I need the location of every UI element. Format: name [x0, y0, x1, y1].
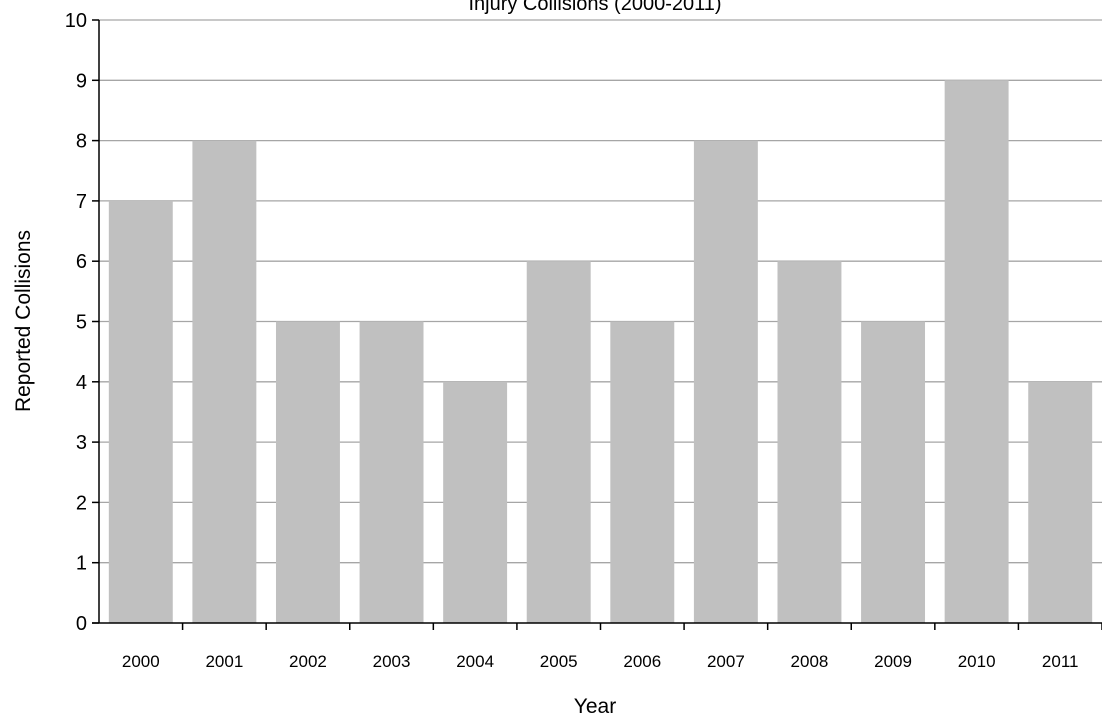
bar-2010	[944, 80, 1009, 624]
x-tick-label: 2002	[289, 652, 327, 671]
bar-2011	[1028, 381, 1093, 623]
bar-2003	[359, 321, 424, 623]
x-tick-label: 2000	[122, 652, 160, 671]
bar-2002	[275, 321, 340, 623]
x-tick-label: 2006	[623, 652, 661, 671]
y-tick-label: 0	[76, 613, 87, 635]
y-tick-label: 1	[76, 553, 87, 575]
y-tick-label: 4	[76, 372, 87, 394]
bar-2001	[192, 140, 257, 623]
chart-title: Injury Collisions (2000-2011)	[468, 0, 721, 15]
x-tick-label: 2008	[791, 652, 829, 671]
x-tick-label: 2001	[205, 652, 243, 671]
bar-2005	[526, 261, 591, 623]
x-tick-label: 2007	[707, 652, 745, 671]
x-tick-label: 2003	[373, 652, 411, 671]
bar-2007	[693, 140, 758, 623]
y-tick-label: 2	[76, 492, 87, 514]
x-tick-label: 2009	[874, 652, 912, 671]
y-tick-label: 3	[76, 432, 87, 454]
y-tick-label: 6	[76, 251, 87, 273]
x-tick-label: 2010	[958, 652, 996, 671]
gridlines	[99, 19, 1102, 564]
x-tick-label: 2004	[456, 652, 494, 671]
x-tick-label: 2011	[1042, 652, 1079, 671]
bar-2009	[861, 321, 926, 623]
x-ticks: 2000 2001 2002 2003 2004 2005 2006 2007 2008 2009…	[122, 623, 1102, 671]
bars	[108, 80, 1093, 624]
bar-2008	[777, 261, 842, 623]
x-axis-label: Year	[574, 695, 616, 718]
bar-2004	[443, 381, 508, 623]
y-tick-label: 5	[76, 312, 87, 334]
y-tick-label: 7	[76, 191, 87, 213]
y-tick-label: 8	[76, 131, 87, 153]
x-tick-label: 2005	[540, 652, 578, 671]
bar-2000	[108, 200, 173, 623]
y-tick-label: 10	[65, 10, 87, 32]
y-tick-label: 9	[76, 70, 87, 92]
y-ticks: 0 1 2 3 4 5 6 7 8 9 10	[65, 10, 99, 635]
y-axis-label: Reported Collisions	[12, 230, 35, 412]
bar-2006	[610, 321, 675, 623]
